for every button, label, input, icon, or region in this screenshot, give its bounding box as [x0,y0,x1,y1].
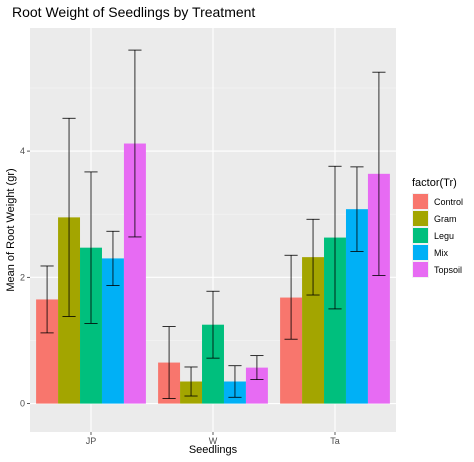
error-bar-topsoil-ta [372,71,386,276]
bar-gram-ta [302,257,325,404]
y-tick-label: 4 [20,146,25,156]
error-bar-gram-w [184,366,198,397]
x-tick-label: Ta [330,436,340,446]
bar-control-jp [36,299,59,404]
bar-topsoil-ta [367,173,390,404]
bar-topsoil-jp [123,143,146,404]
y-axis-title: Mean of Root Weight (gr) [5,168,17,291]
error-bar-control-w [162,326,176,399]
legend-key [413,211,428,226]
error-bar-mix-ta [350,166,364,252]
error-bar-control-jp [40,265,54,334]
bar-mix-ta [345,209,368,404]
error-bar-legu-w [206,290,220,359]
legend-label: Control [434,197,463,207]
x-axis-title: Seedlings [189,444,238,456]
y-tick-label: 2 [20,272,25,282]
legend-item-gram: Gram [412,210,457,227]
x-tick-label: W [209,436,218,446]
error-bar-gram-jp [62,117,76,317]
legend-title: factor(Tr) [412,177,457,189]
error-bar-mix-w [228,365,242,398]
legend-key [413,245,428,260]
error-bar-mix-jp [106,230,120,286]
bar-control-ta [280,297,303,404]
legend-label: Legu [434,231,454,241]
legend-item-topsoil: Topsoil [412,261,462,278]
error-bar-gram-ta [306,218,320,296]
legend-label: Mix [434,248,448,258]
bar-topsoil-w [245,367,268,404]
x-tick-label: JP [86,436,97,446]
bar-legu-w [202,324,224,404]
bar-mix-jp [101,258,124,404]
legend-item-control: Control [412,193,463,210]
error-bar-control-ta [284,254,298,340]
legend-label: Topsoil [434,265,462,275]
error-bar-legu-jp [84,171,98,324]
y-tick-label: 0 [20,399,25,409]
legend: factor(Tr) Control Gram Legu Mix Topsoil [412,177,463,278]
bar-legu-ta [324,237,346,404]
y-axis-ticks: 0 2 4 [20,146,30,409]
legend-item-mix: Mix [412,244,448,261]
error-bar-legu-ta [328,165,342,310]
error-bar-topsoil-jp [128,49,142,238]
error-bars [40,49,386,399]
chart-title: Root Weight of Seedlings by Treatment [12,4,255,20]
bar-legu-jp [80,247,102,404]
legend-label: Gram [434,214,457,224]
legend-item-legu: Legu [412,227,454,244]
legend-key [413,262,428,277]
x-axis-ticks: JP W Ta [86,432,340,446]
legend-key [413,194,428,209]
legend-key [413,228,428,243]
error-bar-topsoil-w [250,355,264,381]
